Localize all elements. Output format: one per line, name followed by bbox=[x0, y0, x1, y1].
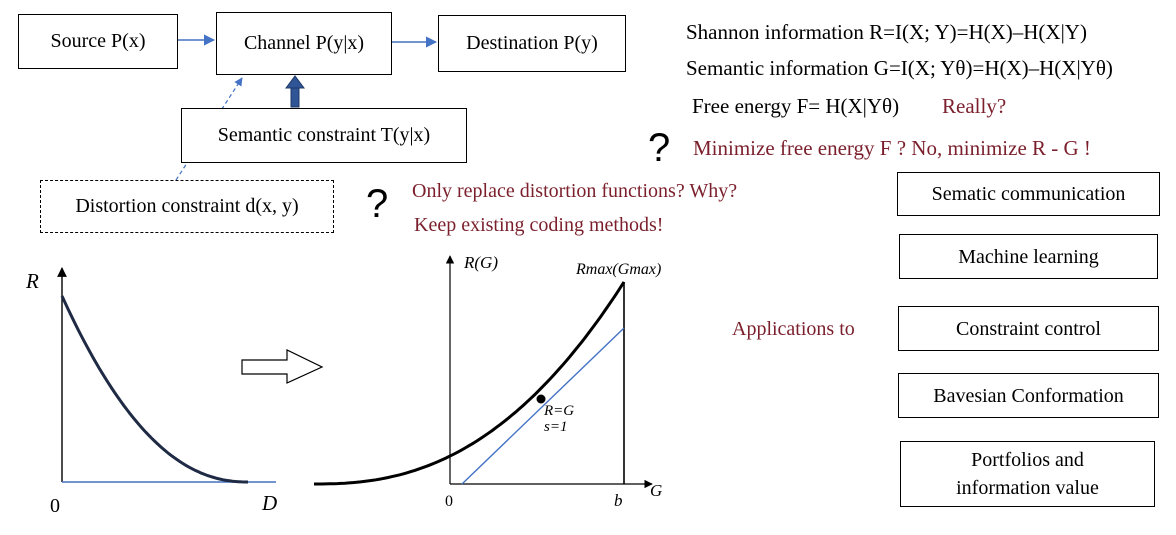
destination-label: Destination P(y) bbox=[466, 32, 598, 54]
free-energy-equation: Free energy F= H(X|Yθ) bbox=[692, 94, 900, 118]
rg-point-label-2: s=1 bbox=[544, 419, 567, 435]
app-constraint-control: Constraint control bbox=[898, 306, 1159, 351]
rg-xlabel: G bbox=[650, 481, 662, 500]
app-machine-learning-label: Machine learning bbox=[958, 245, 1099, 268]
semantic-equation: Semantic information G=I(X; Yθ)=H(X)–H(X… bbox=[686, 56, 1113, 80]
rg-tangent-point bbox=[536, 394, 546, 404]
question-mark-icon-1: ? bbox=[648, 126, 671, 170]
app-constraint-control-label: Constraint control bbox=[956, 317, 1101, 340]
rd-xlabel: D bbox=[261, 491, 277, 515]
semantic-constraint-label: Semantic constraint T(y|x) bbox=[217, 124, 431, 146]
semantic-constraint-box: Semantic constraint T(y|x) bbox=[181, 108, 467, 163]
minimize-statement: Minimize free energy F ? No, minimize R … bbox=[693, 136, 1091, 160]
keep-methods-text: Keep existing coding methods! bbox=[414, 214, 664, 236]
app-machine-learning: Machine learning bbox=[899, 234, 1158, 279]
app-semantic-communication: Sematic communication bbox=[897, 172, 1160, 216]
rd-curve bbox=[60, 295, 248, 484]
channel-label: Channel P(y|x) bbox=[243, 32, 365, 54]
app-bayesian-conformation-label: Bavesian Conformation bbox=[933, 384, 1124, 407]
rg-point-label-1: R=G bbox=[543, 403, 574, 419]
rg-ylabel: R(G) bbox=[463, 253, 498, 272]
app-portfolios-label: Portfolios and information value bbox=[956, 449, 1099, 499]
rg-b-label: b bbox=[614, 491, 623, 510]
rg-origin: 0 bbox=[445, 493, 453, 510]
source-label: Source P(x) bbox=[50, 30, 146, 52]
applications-label: Applications to bbox=[732, 318, 855, 340]
source-box: Source P(x) bbox=[18, 14, 178, 69]
question-mark-icon-2: ? bbox=[366, 182, 389, 226]
rd-ylabel: R bbox=[25, 269, 39, 293]
channel-box: Channel P(y|x) bbox=[216, 12, 392, 75]
distortion-constraint-label: Distortion constraint d(x, y) bbox=[75, 195, 299, 217]
arrow-distortion-channel bbox=[175, 77, 243, 181]
replace-question: Only replace distortion functions? Why? bbox=[412, 180, 738, 202]
app-semantic-communication-label: Sematic communication bbox=[931, 183, 1126, 205]
app-bayesian-conformation: Bavesian Conformation bbox=[898, 373, 1159, 418]
rg-max-label: Rmax(Gmax) bbox=[575, 261, 661, 278]
transition-arrow-icon bbox=[241, 349, 324, 384]
rd-origin: 0 bbox=[50, 495, 60, 517]
distortion-constraint-box: Distortion constraint d(x, y) bbox=[40, 180, 334, 233]
arrow-semantic-channel bbox=[285, 75, 305, 108]
rg-curve bbox=[314, 281, 626, 486]
app-portfolios-information-value: Portfolios and information value bbox=[900, 441, 1155, 507]
rg-tangent-line bbox=[461, 327, 625, 485]
really-question: Really? bbox=[942, 94, 1007, 118]
destination-box: Destination P(y) bbox=[438, 15, 626, 72]
shannon-equation: Shannon information R=I(X; Y)=H(X)–H(X|Y… bbox=[686, 20, 1087, 44]
